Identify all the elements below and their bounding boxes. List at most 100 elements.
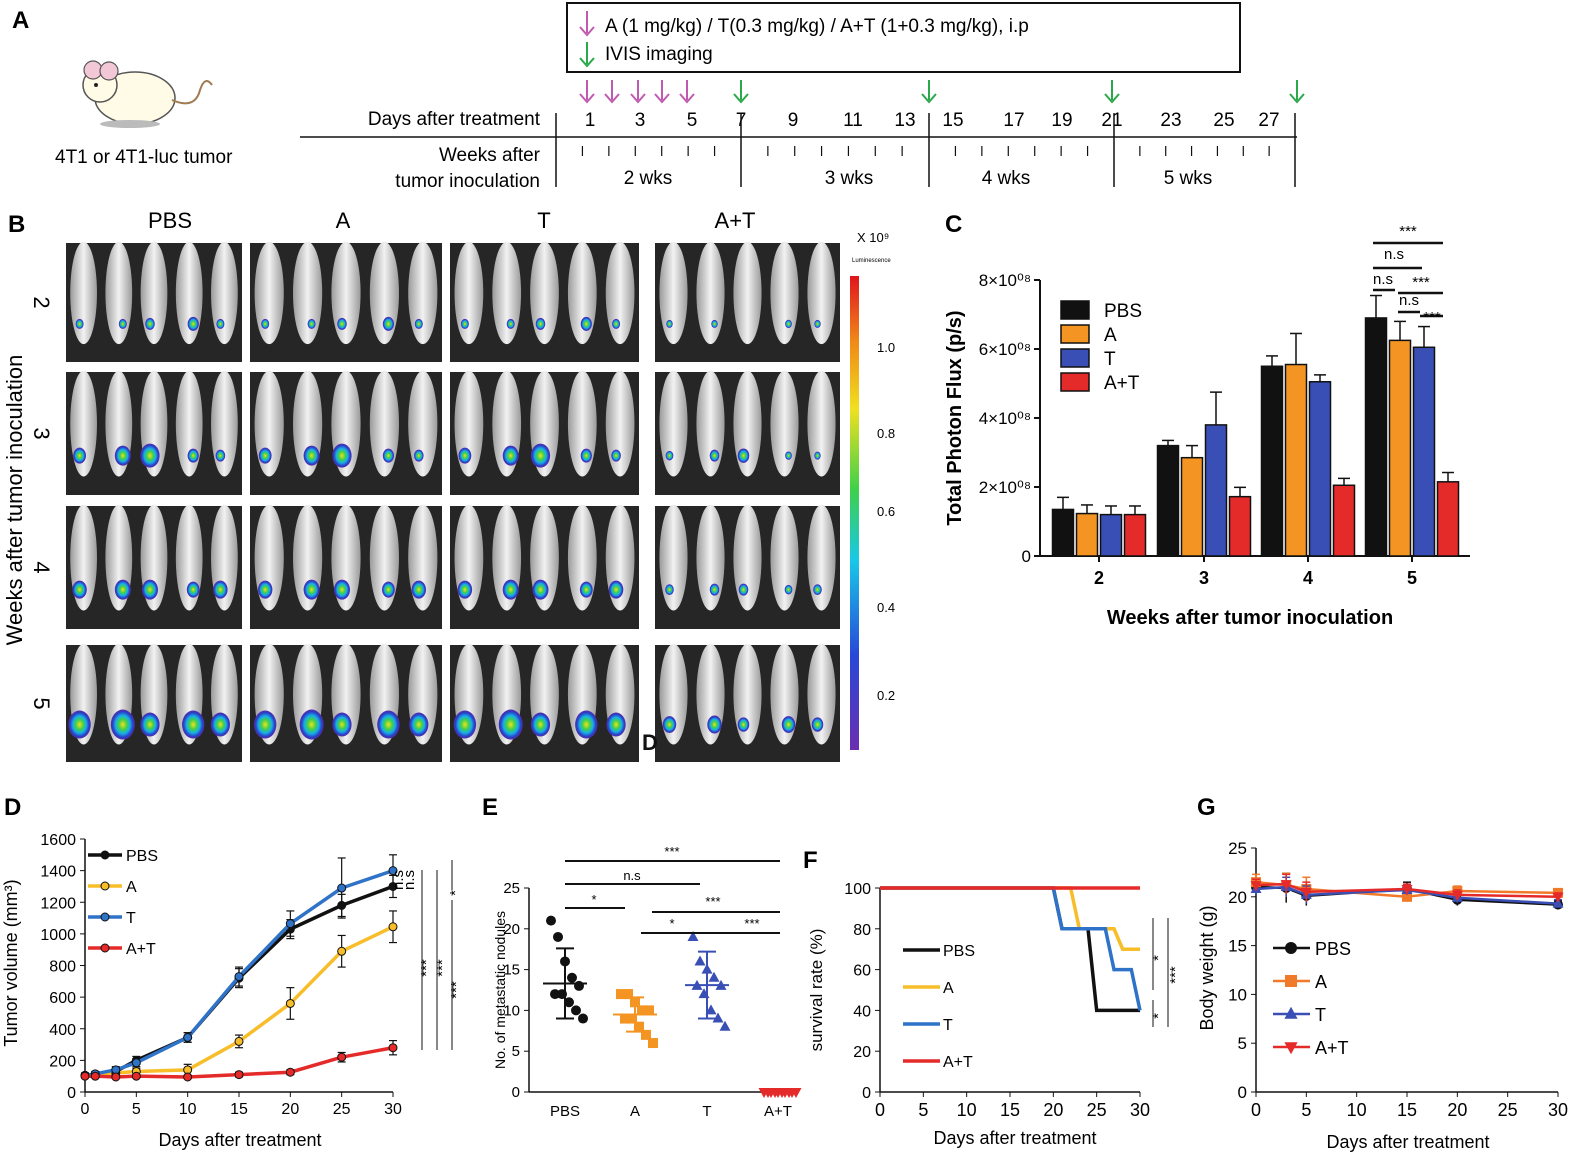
y-tick-label: 0 [1022,547,1031,566]
data-point [783,1088,795,1098]
mouse-silhouette [331,241,361,345]
tumor-signal-spot [411,580,426,599]
panel-letter-d: D [4,794,21,821]
tumor-signal-spot [73,447,86,464]
tumor-signal-spot [737,448,750,463]
tumor-signal-spot [662,716,677,733]
scale-tick-label: 0.4 [877,600,895,615]
mouse-silhouette [408,370,438,477]
data-point [776,1088,788,1098]
day-tick-label: 23 [1160,110,1181,131]
weeks-after-label-2: tumor inoculation [395,171,540,192]
tumor-signal-spot [210,712,230,737]
y-tick-label: 400 [49,1022,76,1039]
tumor-signal-spot [709,449,720,462]
legend-swatch [1060,324,1090,344]
data-point [550,989,560,1000]
data-point [564,997,574,1008]
chart-d-tumor-volume: 0 200 400 600 800 1000 1200 1400 1600 0 5 10 15 20 25 3… [1,832,465,1150]
tumor-signal-spot [299,709,324,740]
legend-box [566,2,1241,73]
week-label: 2 wks [624,168,673,189]
tumor-signal-spot [781,716,796,733]
y-tick-label: 0 [512,1084,520,1101]
significance-label: *** [1399,223,1417,240]
chart-c-photon-flux: 0 2×10⁰⁸ 4×10⁰⁸ 6×10⁰⁸ 8×10⁰⁸ 2 3 4 5 Weeks after… [944,223,1470,629]
luminescence-colorbar [850,276,859,750]
tumor-signal-spot [72,580,87,599]
tumor-signal-spot [530,443,551,468]
tumor-signal-spot [535,317,546,330]
data-point [337,946,347,956]
panel-letter-b: B [8,211,25,238]
imaging-arrow-icon [1289,93,1305,104]
legend-imaging-text: IVIS imaging [605,44,713,65]
significance-label: *** [448,981,465,999]
treatment-arrow-icon [604,93,620,104]
data-point [567,972,577,983]
tumor-signal-spot [213,580,228,599]
luminescence-scale-subtitle: Luminescence [852,258,891,264]
ivis-image-grid: PBS A T A+T 2 3 4 5 D [29,208,840,762]
y-axis-title: survival rate (%) [807,929,826,1052]
data-point [388,922,398,932]
data-point [712,1012,724,1023]
day-tick-label: 21 [1101,110,1122,131]
significance-label: * [669,916,674,931]
y-tick-label: 5 [1238,1034,1247,1053]
legend-marker [100,881,110,891]
week-label: 5 wks [1164,168,1213,189]
tumor-signal-spot [215,449,226,462]
y-tick-label: 0 [1238,1083,1247,1102]
tumor-signal-spot [611,449,621,462]
scale-tick-label: 0.2 [877,688,895,703]
series-line [1255,885,1559,905]
bar [1180,456,1204,557]
scale-tick-label: 0.6 [877,504,895,519]
bar [1228,495,1252,557]
legend-treatment-text: A (1 mg/kg) / T(0.3 mg/kg) / A+T (1+0.3 … [605,16,1029,37]
data-point [80,1071,90,1081]
survival-curve [880,886,1140,951]
data-point [790,1088,802,1098]
legend-label: T [943,1017,953,1034]
legend-swatch [1060,372,1090,392]
data-point [1402,891,1412,902]
y-tick-label: 1600 [40,832,76,849]
tumor-signal-spot [498,709,523,740]
day-tick-label: 27 [1258,110,1279,131]
y-tick-label: 100 [844,881,871,898]
tumor-signal-spot [258,447,272,464]
mouse-silhouette [733,504,762,611]
data-point [388,866,398,876]
y-tick-label: 1000 [40,927,76,944]
x-tick-label: 30 [1130,1100,1150,1120]
bar [1156,444,1180,557]
y-tick-label: 20 [853,1044,871,1061]
treatment-arrow-icon [654,93,670,104]
data-point [337,883,347,893]
week-label: 4 wks [982,168,1031,189]
panel-letter-f: F [803,847,818,874]
tumor-signal-spot [182,710,205,739]
y-tick-label: 5 [512,1043,520,1060]
tumor-signal-spot [502,445,519,466]
y-tick-label: 800 [49,959,76,976]
x-tick-label: T [702,1103,711,1120]
legend-swatch [1060,300,1090,320]
y-tick-label: 2×10⁰⁸ [979,478,1031,497]
tumor-signal-spot [612,318,621,329]
x-tick-label: 30 [384,1101,402,1118]
tumor-signal-spot [110,709,135,740]
data-point [637,1005,647,1016]
tumor-signal-spot [142,579,158,600]
treatment-arrow-icon [579,93,595,104]
x-tick-label: 30 [1548,1100,1568,1120]
day-tick-label: 17 [1003,110,1024,131]
legend-swatch [1060,348,1090,368]
luminescence-scale-title: X 10⁹ [857,230,889,245]
panel-a: 4T1 or 4T1-luc tumor A (1 mg/kg) / T(0.3… [55,2,1305,192]
mouse-silhouette [140,241,168,345]
